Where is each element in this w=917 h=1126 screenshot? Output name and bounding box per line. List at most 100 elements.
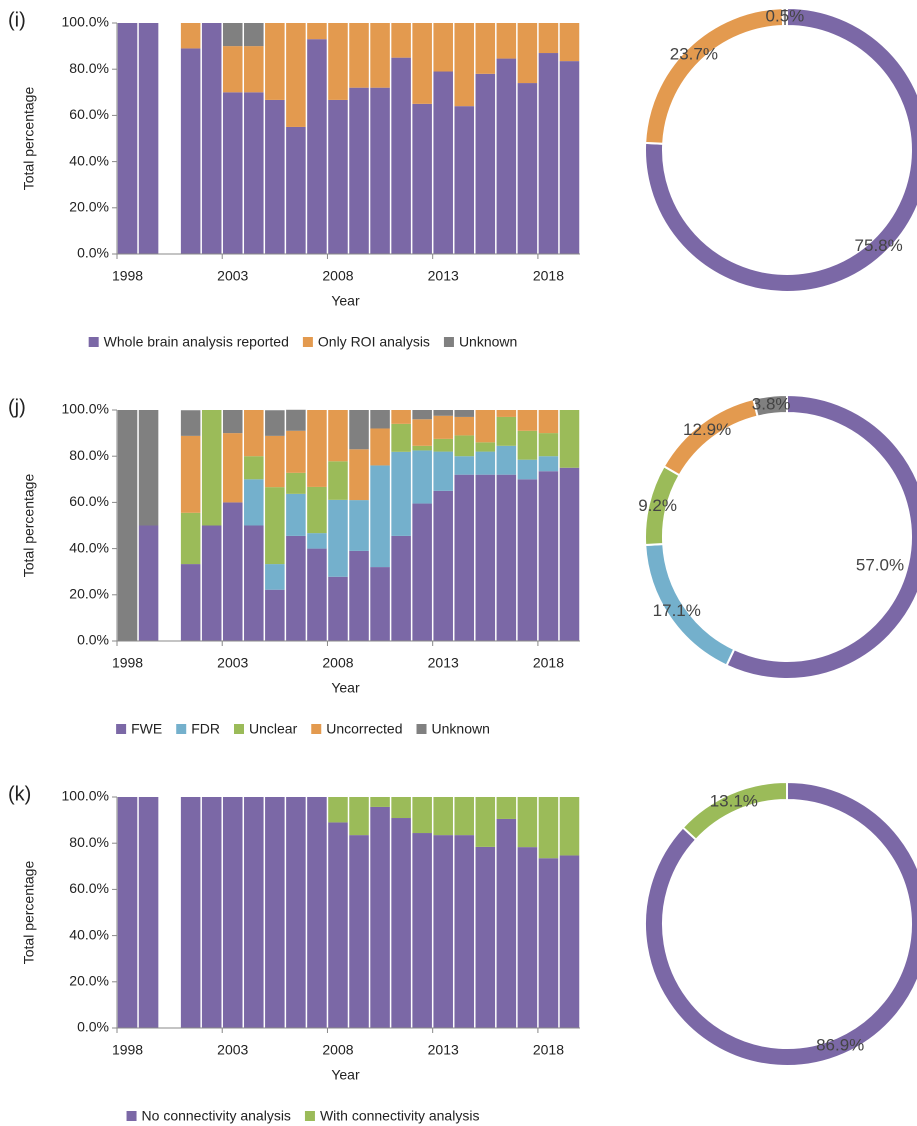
bar-segment <box>496 23 517 59</box>
bar-segment <box>265 487 285 565</box>
bar-segment <box>244 525 264 641</box>
bar-segment <box>517 430 538 460</box>
bar-segment <box>328 461 348 500</box>
bar-segment <box>517 459 538 480</box>
donut-segment <box>644 780 917 1067</box>
bar-segment <box>538 471 559 641</box>
bar-segment <box>244 23 264 47</box>
bar-segment <box>349 550 369 641</box>
bar-segment <box>517 23 538 84</box>
bar-segment <box>328 99 348 254</box>
bar-segment <box>138 525 159 641</box>
bar-segment <box>475 797 496 847</box>
bar-segment <box>454 410 475 417</box>
bar-segment <box>138 797 159 1028</box>
bar-segment <box>286 493 306 536</box>
legend-swatch <box>116 724 127 734</box>
x-tick-label: 2008 <box>322 268 353 284</box>
donut-label: 86.9% <box>816 1035 864 1054</box>
bar-segment <box>349 87 369 255</box>
y-tick-label: 20.0% <box>69 973 109 989</box>
legend-swatch <box>126 1111 137 1121</box>
bar-segment <box>307 548 327 641</box>
bar-segment <box>349 797 369 836</box>
bar-segment <box>538 797 559 859</box>
donut-label: 17.1% <box>653 601 701 620</box>
bar-segment <box>538 858 559 1028</box>
panel-label: (i) <box>8 9 26 31</box>
bar-segment <box>349 835 369 1028</box>
bar-segment <box>559 410 580 468</box>
bar-segment <box>475 451 496 475</box>
bar-segment <box>559 467 580 641</box>
bar-segment <box>201 23 222 254</box>
y-tick-label: 60.0% <box>69 880 109 896</box>
bar-segment <box>117 410 138 641</box>
bar-segment <box>433 23 453 72</box>
donut-segment <box>681 780 788 842</box>
legend-label: FWE <box>131 721 162 737</box>
bar-segment <box>117 23 138 254</box>
bar-segment <box>433 71 453 254</box>
bar-segment <box>412 23 432 104</box>
x-tick-label: 2018 <box>533 655 564 671</box>
x-tick-label: 2003 <box>217 1042 248 1058</box>
bar-segment <box>222 46 243 93</box>
bar-segment <box>496 58 517 254</box>
bar-segment <box>328 499 348 577</box>
bar-segment <box>265 410 285 436</box>
bar-segment <box>328 410 348 462</box>
bar-segment <box>454 106 475 254</box>
legend-label: Unknown <box>459 334 517 350</box>
bar-segment <box>370 87 390 255</box>
y-tick-label: 0.0% <box>77 245 109 261</box>
y-tick-label: 0.0% <box>77 1019 109 1035</box>
bar-segment <box>538 53 559 254</box>
legend-label: Uncorrected <box>326 721 402 737</box>
legend-swatch <box>304 1111 315 1121</box>
bar-segment <box>265 564 285 590</box>
bar-segment <box>517 83 538 254</box>
bar-segment <box>180 512 201 565</box>
bar-segment <box>265 797 285 1028</box>
bar-segment <box>244 479 264 526</box>
bar-segment <box>307 410 327 487</box>
legend-label: No connectivity analysis <box>142 1108 291 1124</box>
legend-swatch <box>176 724 187 734</box>
x-tick-label: 2008 <box>322 655 353 671</box>
x-axis-label: Year <box>331 1067 360 1083</box>
legend-swatch <box>302 337 313 347</box>
donut-segment <box>644 6 917 293</box>
bar-segment <box>475 23 496 74</box>
bar-segment <box>286 535 306 641</box>
bar-segment <box>391 451 411 536</box>
donut-label: 75.8% <box>855 236 903 255</box>
bar-segment <box>391 57 411 255</box>
bar-segment <box>391 410 411 424</box>
bar-segment <box>517 847 538 1028</box>
y-tick-label: 80.0% <box>69 834 109 850</box>
bar-segment <box>286 797 306 1028</box>
bar-segment <box>117 797 138 1028</box>
bar-segment <box>307 486 327 534</box>
legend-swatch <box>443 337 454 347</box>
x-tick-label: 2003 <box>217 655 248 671</box>
bar-segment <box>265 99 285 254</box>
legend-swatch <box>234 724 244 734</box>
bar-segment <box>538 456 559 472</box>
bar-segment <box>496 445 517 475</box>
bar-segment <box>244 46 264 93</box>
bar-segment <box>138 410 159 526</box>
x-tick-label: 2013 <box>428 1042 459 1058</box>
y-tick-label: 100.0% <box>62 788 109 804</box>
y-tick-label: 100.0% <box>62 14 109 30</box>
bar-segment <box>517 479 538 641</box>
y-axis-label: Total percentage <box>21 474 37 578</box>
bar-segment <box>286 472 306 494</box>
bar-segment <box>391 23 411 58</box>
y-tick-label: 40.0% <box>69 926 109 942</box>
legend-label: FDR <box>191 721 220 737</box>
bar-segment <box>286 430 306 473</box>
x-tick-label: 1998 <box>112 1042 143 1058</box>
